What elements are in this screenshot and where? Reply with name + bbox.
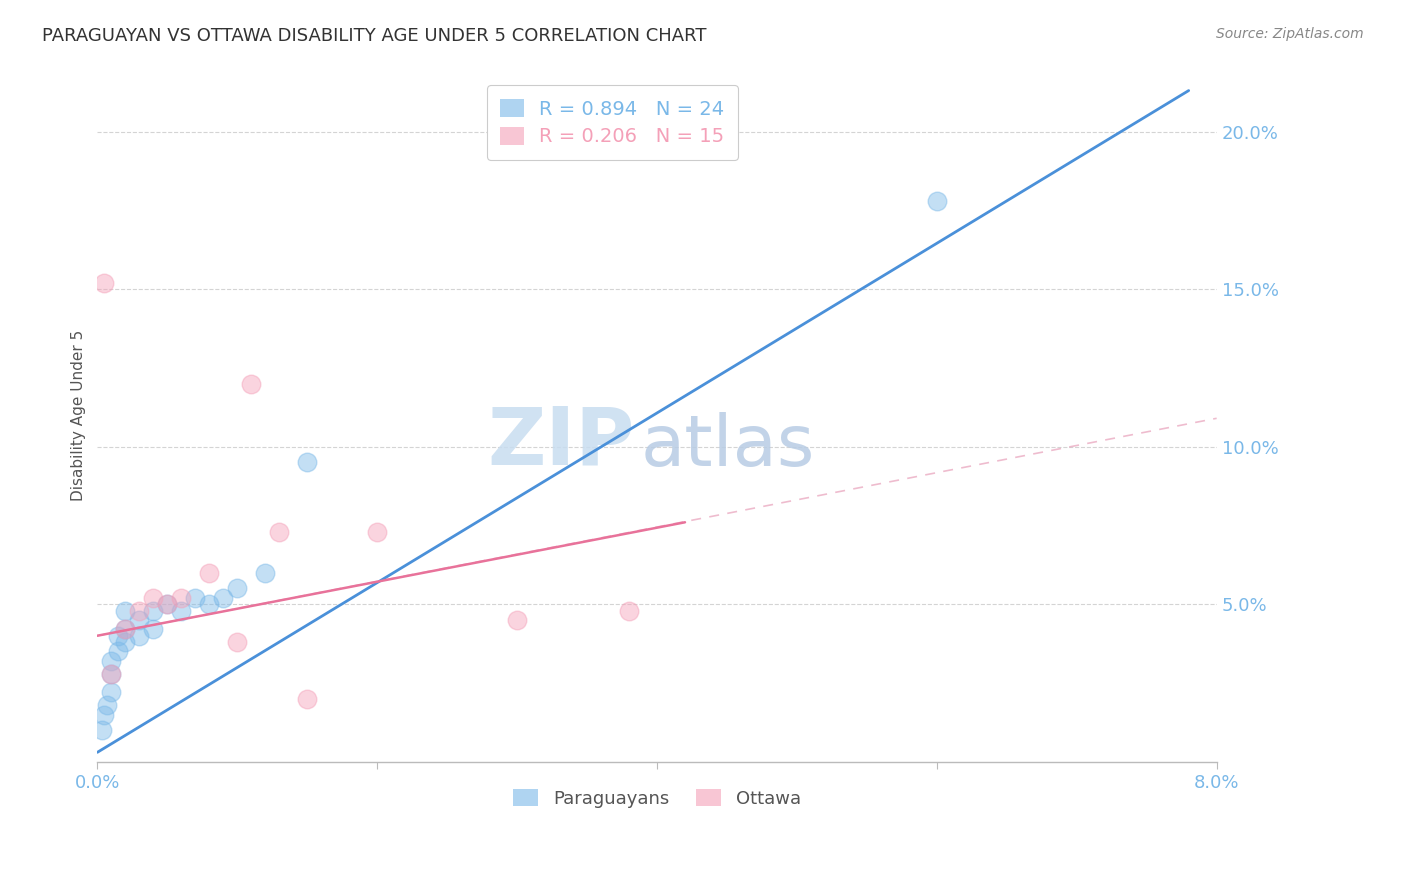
Point — [100, 685, 122, 699]
Point — [366, 524, 388, 539]
Point — [170, 603, 193, 617]
Point — [617, 603, 640, 617]
Point — [269, 524, 291, 539]
Point — [240, 376, 263, 391]
Point — [226, 582, 249, 596]
Text: Source: ZipAtlas.com: Source: ZipAtlas.com — [1216, 27, 1364, 41]
Point — [506, 613, 529, 627]
Point — [198, 597, 221, 611]
Y-axis label: Disability Age Under 5: Disability Age Under 5 — [72, 329, 86, 500]
Point — [142, 623, 165, 637]
Text: PARAGUAYAN VS OTTAWA DISABILITY AGE UNDER 5 CORRELATION CHART: PARAGUAYAN VS OTTAWA DISABILITY AGE UNDE… — [42, 27, 707, 45]
Point — [925, 194, 948, 208]
Point — [107, 644, 129, 658]
Point — [297, 691, 319, 706]
Text: ZIP: ZIP — [488, 404, 634, 482]
Point — [254, 566, 277, 580]
Point — [90, 723, 112, 738]
Point — [128, 613, 150, 627]
Text: atlas: atlas — [640, 412, 814, 481]
Point — [114, 623, 136, 637]
Point — [107, 629, 129, 643]
Point — [142, 591, 165, 605]
Point — [93, 707, 115, 722]
Point — [128, 603, 150, 617]
Point — [100, 666, 122, 681]
Point — [170, 591, 193, 605]
Point — [184, 591, 207, 605]
Point — [142, 603, 165, 617]
Point — [93, 276, 115, 290]
Point — [128, 629, 150, 643]
Point — [96, 698, 118, 712]
Point — [114, 623, 136, 637]
Point — [226, 635, 249, 649]
Point — [156, 597, 179, 611]
Point — [297, 455, 319, 469]
Point — [198, 566, 221, 580]
Point — [212, 591, 235, 605]
Point — [156, 597, 179, 611]
Point — [114, 635, 136, 649]
Point — [100, 666, 122, 681]
Legend: Paraguayans, Ottawa: Paraguayans, Ottawa — [506, 782, 808, 815]
Point — [114, 603, 136, 617]
Point — [100, 654, 122, 668]
